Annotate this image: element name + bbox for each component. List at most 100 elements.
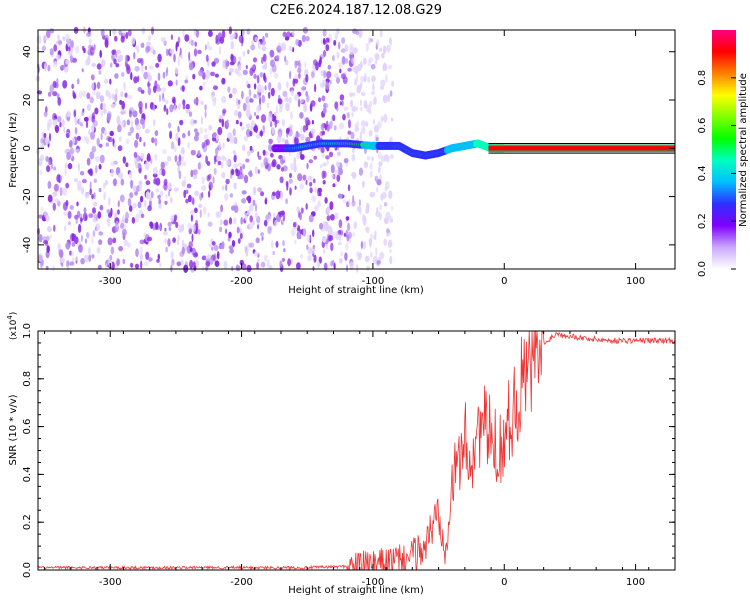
spectrogram-cell [78, 244, 83, 253]
spectrogram-cell [340, 48, 346, 53]
spectrogram-cell [66, 151, 71, 161]
spectrogram-cell [52, 202, 56, 211]
spectrogram-cell [97, 211, 102, 219]
spectrogram-cell [46, 245, 50, 254]
spectrogram-cell [387, 64, 393, 70]
spectrogram-cell [144, 161, 150, 171]
spectrogram-cell [254, 111, 257, 117]
spectrogram-cell [157, 253, 160, 261]
spectrogram-cell [317, 261, 320, 269]
spectrogram-cell [164, 238, 167, 244]
spectrogram-cell [135, 124, 141, 131]
spectrogram-cell [74, 256, 78, 262]
spectrogram-cell [256, 133, 260, 140]
spectrogram-cell [184, 34, 190, 42]
spectrogram-cell [182, 99, 186, 106]
spectrogram-cell [370, 252, 373, 258]
spectrogram-cell [80, 217, 83, 222]
spectrogram-cell [340, 251, 344, 257]
spectrogram-cell [285, 95, 289, 103]
spectrogram-cell [182, 161, 187, 167]
spectrogram-cell [187, 222, 192, 230]
spectrogram-cell [332, 114, 336, 122]
spectrogram-cell [321, 152, 325, 158]
spectrogram-cell [127, 29, 132, 37]
spectrogram-cell [333, 125, 337, 131]
spectrogram-cell [122, 28, 126, 36]
spectrogram-cell [269, 49, 275, 58]
spectrogram-cell [290, 89, 294, 97]
spectrogram-cell [284, 36, 290, 41]
spectrogram-cell [288, 124, 294, 130]
spectrogram-cell [185, 109, 190, 114]
spectrogram-cell [301, 34, 306, 43]
spectrogram-cell [327, 235, 333, 242]
spectrogram-cell [70, 54, 73, 64]
spectrogram-cell [59, 122, 62, 128]
spectrogram-cell [359, 131, 362, 141]
spectrogram-cell [237, 175, 242, 180]
spectrogram-cell [346, 264, 348, 273]
spectrogram-cell [193, 265, 197, 272]
spectrogram-cell [286, 81, 289, 89]
spectrogram-cell [175, 41, 180, 48]
spectrogram-cell [278, 106, 283, 113]
spectrogram-cell [143, 141, 146, 147]
spectrogram-cell [347, 184, 351, 192]
spectrogram-cell [289, 70, 292, 80]
spectrogram-cell [282, 90, 288, 97]
spectrogram-cell [213, 155, 217, 165]
spectrogram-cell [308, 214, 314, 223]
spectrogram-cell [109, 130, 114, 137]
spectrogram-cell [138, 185, 143, 192]
spectrogram-cell [351, 112, 354, 117]
spectrogram-cell [69, 205, 74, 210]
spectrogram-cell [140, 42, 145, 48]
spectrogram-cell [89, 188, 92, 196]
spectrogram-cell [378, 212, 382, 221]
spectrogram-cell [150, 158, 153, 164]
spectrogram-cell [332, 55, 335, 62]
spectrogram-cell [177, 137, 181, 147]
spectrogram-cell [264, 254, 268, 262]
spectrogram-cell [388, 249, 392, 253]
spectrogram-cell [39, 170, 43, 175]
spectrogram-cell [71, 57, 77, 63]
spectrogram-cell [293, 157, 297, 166]
spectrogram-cell [369, 162, 373, 170]
spectrogram-cell [282, 213, 286, 222]
spectrogram-cell [211, 61, 216, 67]
spectrogram-cell [218, 118, 222, 123]
y-tick-label: 0.8 [22, 371, 33, 387]
spectrogram-cell [224, 228, 228, 235]
spectrogram-cell [232, 33, 236, 38]
spectrogram-cell [62, 80, 68, 89]
spectrogram-cell [144, 65, 147, 71]
spectrogram-cell [222, 108, 227, 114]
spectrogram-cell [85, 59, 90, 66]
spectrogram-cell [112, 237, 117, 244]
spectrogram-cell [195, 96, 199, 106]
spectrogram-cell [110, 161, 115, 167]
spectrogram-cell [235, 97, 239, 106]
spectrogram-cell [130, 72, 133, 81]
spectrogram-cell [159, 262, 162, 268]
spectrogram-cell [322, 162, 327, 167]
spectrogram-cell [78, 162, 80, 172]
spectrogram-cell [89, 151, 95, 160]
spectrogram-cell [129, 171, 132, 180]
spectrogram-cell [389, 37, 392, 45]
spectrogram-cell [311, 120, 314, 125]
spectrogram-cell [379, 47, 383, 52]
spectrogram-cell [346, 112, 350, 119]
spectrogram-cell [379, 252, 385, 260]
spectrogram-cell [252, 186, 257, 196]
spectrogram-cell [271, 63, 277, 73]
spectrogram-cell [83, 135, 86, 142]
spectrogram-cell [278, 131, 282, 141]
spectrogram-cell [166, 108, 169, 115]
spectrogram-cell [76, 135, 81, 141]
spectrogram-cell [58, 248, 63, 256]
spectrogram-cell [107, 197, 111, 206]
spectrogram-cell [268, 91, 271, 99]
